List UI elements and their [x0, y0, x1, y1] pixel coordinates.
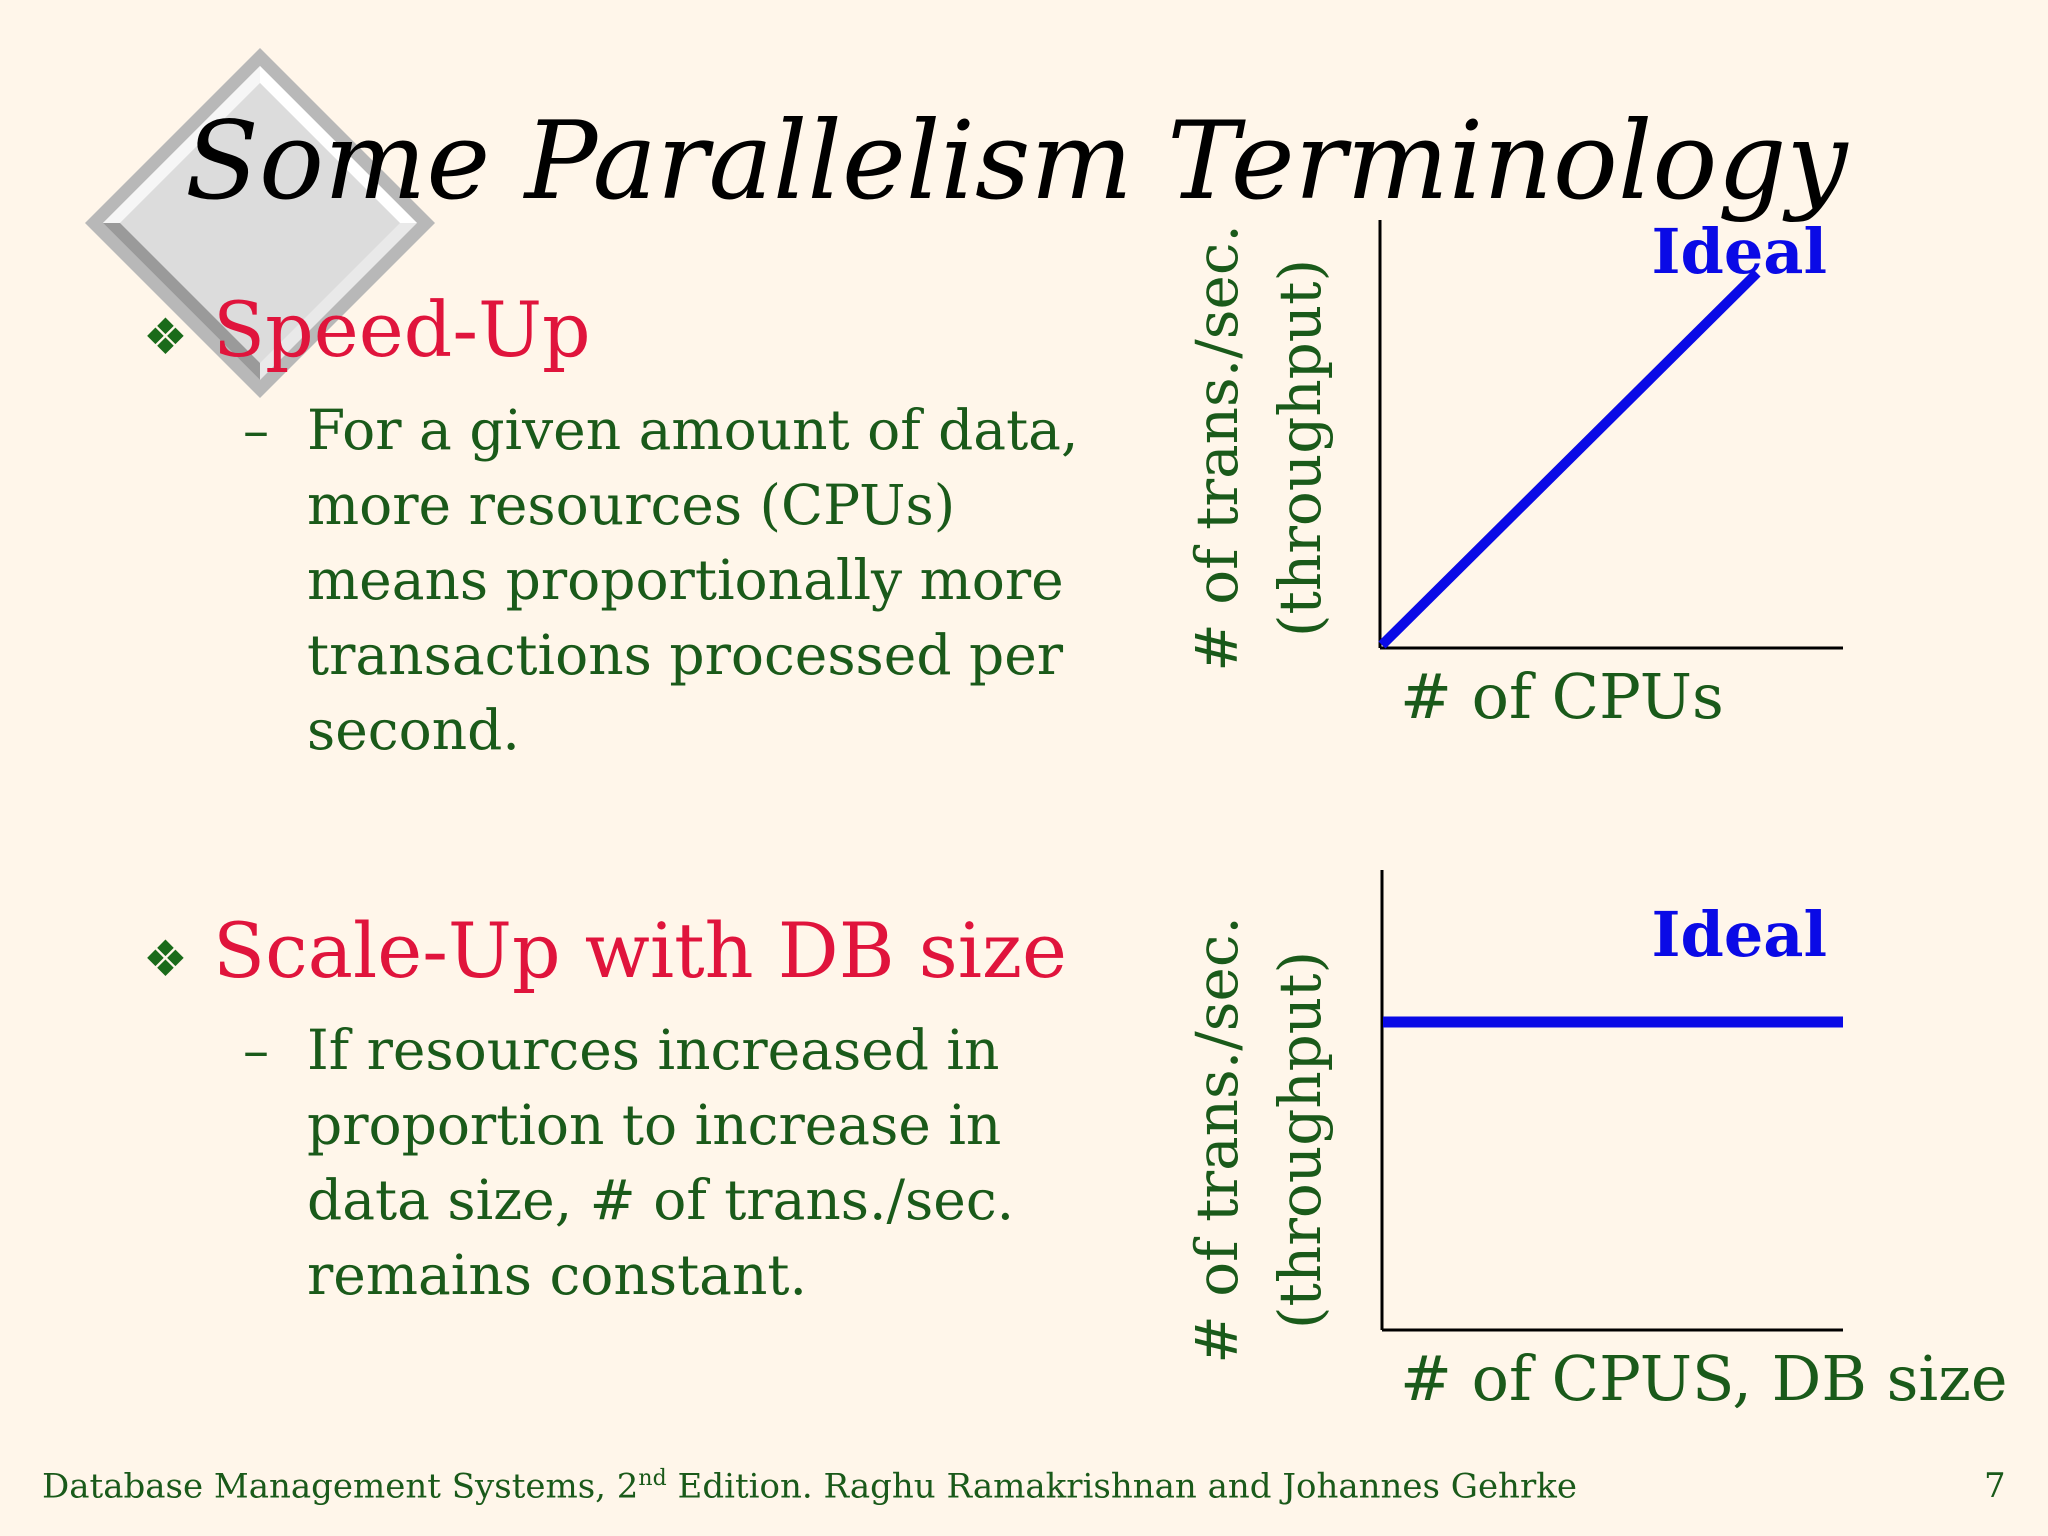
- sub-bullet-line: proportion to increase in: [307, 1093, 1002, 1157]
- page-number: 7: [1984, 1466, 2006, 1506]
- sub-bullet-dash: –: [243, 1021, 269, 1081]
- footer-credit: Database Management Systems, 2nd Edition…: [42, 1466, 1577, 1506]
- slide-title: Some Parallelism Terminology: [185, 99, 1848, 224]
- y-axis-label-line2: (throughput): [1266, 951, 1334, 1329]
- sub-bullet-line: data size, # of trans./sec.: [307, 1168, 1015, 1232]
- sub-bullet-line: remains constant.: [307, 1243, 807, 1307]
- y-axis-label-line1: # of trans./sec.: [1183, 224, 1251, 672]
- bullet-diamond-icon: ❖: [143, 930, 188, 988]
- y-axis-label-line1: # of trans./sec.: [1183, 916, 1251, 1364]
- decorative-diamond: [85, 48, 435, 398]
- speed-up-graph: Ideal # of CPUs # of trans./sec. (throug…: [1183, 215, 1843, 733]
- ideal-label: Ideal: [1651, 898, 1827, 971]
- bullet-diamond-icon: ❖: [143, 308, 188, 366]
- footer-credit-superscript: nd: [638, 1466, 667, 1491]
- x-axis-label: # of CPUs: [1400, 660, 1724, 733]
- ideal-speedup-line: [1378, 269, 1761, 649]
- x-axis-label: # of CPUS, DB size: [1400, 1342, 2008, 1415]
- sub-bullet-dash: –: [243, 401, 269, 461]
- footer-credit-prefix: Database Management Systems, 2: [42, 1466, 639, 1507]
- ideal-label: Ideal: [1651, 215, 1827, 288]
- y-axis-label-line2: (throughput): [1266, 259, 1334, 637]
- sub-bullet-line: transactions processed per: [307, 623, 1064, 687]
- sub-bullet-line: more resources (CPUs): [307, 473, 956, 537]
- sub-bullet-line: If resources increased in: [307, 1018, 1000, 1082]
- sub-bullet-line: means proportionally more: [307, 548, 1064, 612]
- scale-up-graph: Ideal # of CPUS, DB size # of trans./sec…: [1183, 870, 2008, 1415]
- sub-bullet-line: second.: [307, 698, 520, 762]
- bullet-heading: Speed-Up: [213, 285, 591, 374]
- footer-credit-suffix: Edition. Raghu Ramakrishnan and Johannes…: [666, 1466, 1577, 1507]
- bullet-heading: Scale-Up with DB size: [213, 906, 1068, 995]
- sub-bullet-line: For a given amount of data,: [307, 398, 1079, 462]
